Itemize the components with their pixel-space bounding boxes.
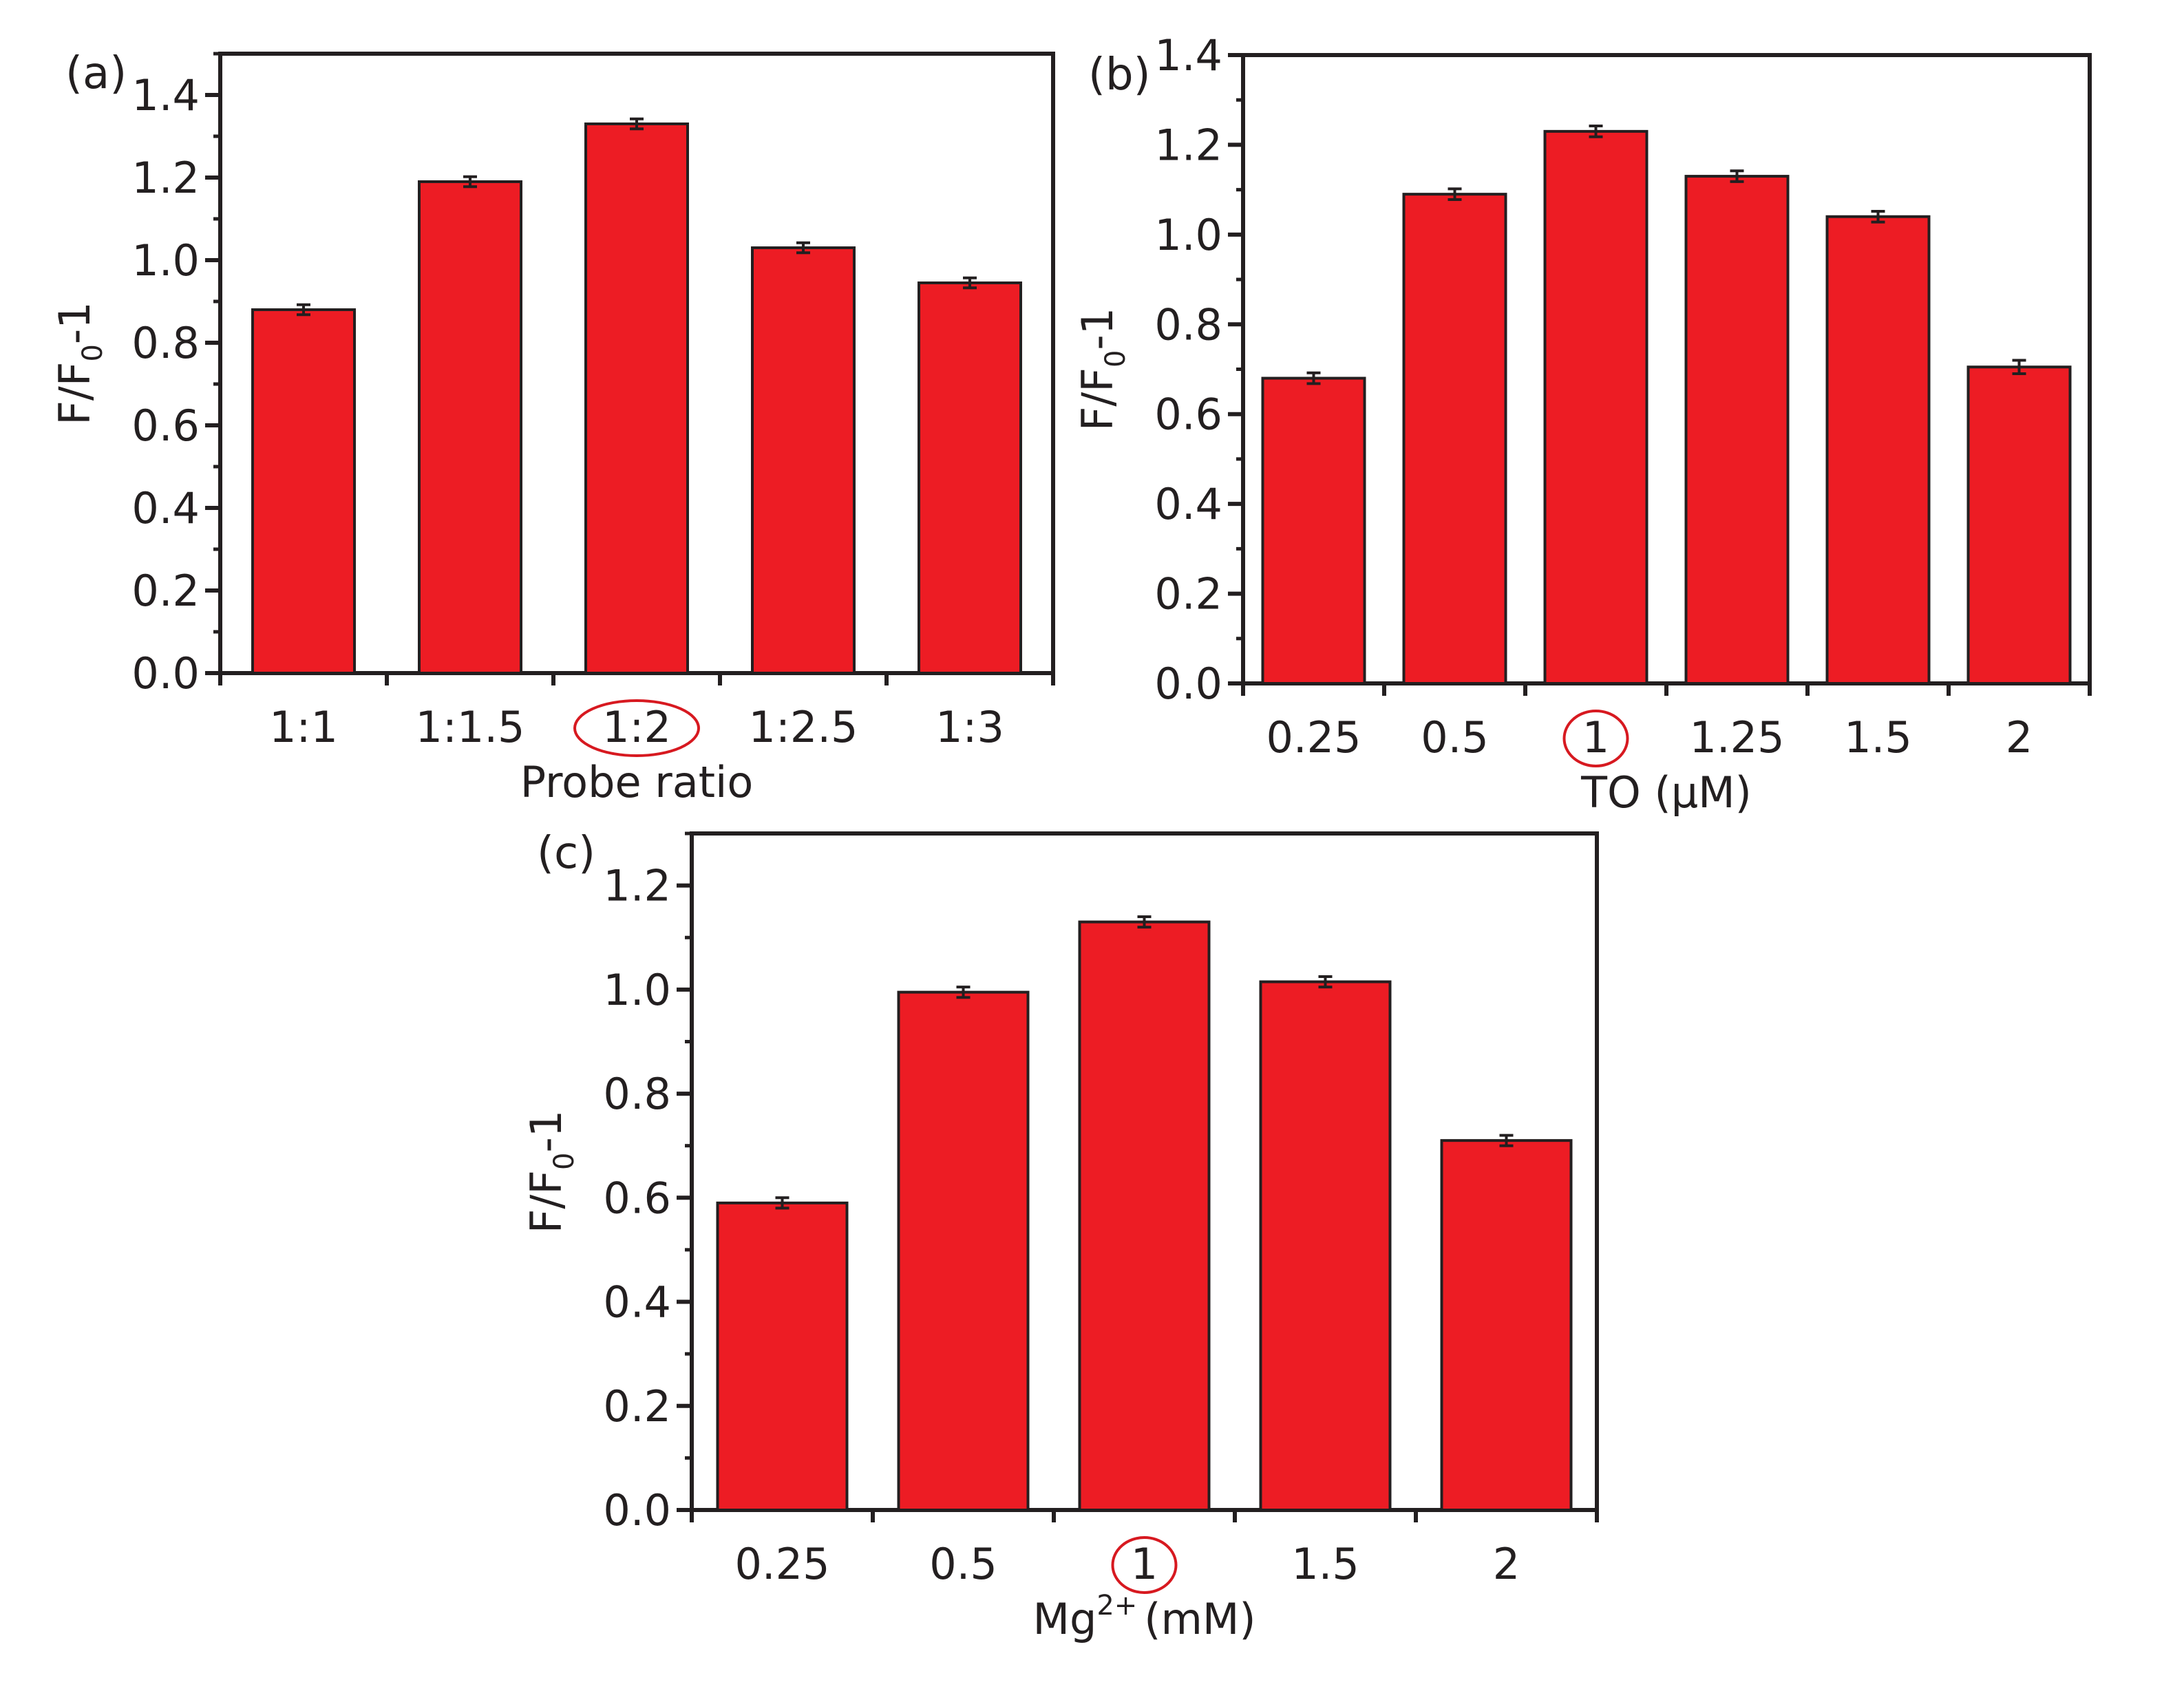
chart-panel-a: 0.0 0.2 0.4 0.6 0.8 1.0 1.2 1.4 1:1 1:1.5 1:2 1:2.5…: [50, 48, 1055, 807]
bar-c-0: [716, 1201, 849, 1512]
y-tick-label: 1.2: [131, 153, 200, 203]
highlight-circle: [1562, 710, 1629, 767]
x-axis-title-sup: 2+: [1096, 1590, 1137, 1621]
y-tick-label: 1.4: [1154, 30, 1222, 81]
y-tick-label: 0.2: [1154, 569, 1222, 619]
x-tick-label: 0.25: [1266, 712, 1361, 763]
bar-c-4: [1440, 1139, 1573, 1511]
bar-b-2: [1543, 129, 1648, 685]
x-axis-title: Mg2+ (mM): [1032, 1590, 1255, 1644]
y-tick-label: 0.8: [1154, 299, 1222, 350]
x-tick-label: 1: [1131, 1539, 1158, 1589]
y-tick-label: 0.8: [131, 318, 200, 368]
x-axis-title: TO (μM): [1580, 767, 1752, 818]
y-axis-title-main: F/F: [50, 362, 100, 425]
y-axis-title: F/F0-1: [521, 1110, 580, 1234]
y-axis-title-tail: -1: [1072, 308, 1123, 350]
x-tick-label: 2: [1493, 1539, 1520, 1589]
bar-b-0: [1261, 376, 1366, 685]
bar-c-2: [1078, 920, 1211, 1511]
y-axis-title-sub: 0: [549, 1153, 580, 1170]
y-axis-title-main: F/F: [521, 1170, 571, 1233]
y-tick-label: 0.2: [131, 566, 200, 616]
y-axis-title-sub: 0: [77, 344, 109, 361]
x-tick-label: 1.5: [1291, 1539, 1359, 1589]
y-tick-label: 0.4: [1154, 479, 1222, 529]
y-tick-label: 0.0: [1154, 659, 1222, 709]
bar-b-5: [1966, 365, 2072, 685]
x-axis-title-tail: (mM): [1144, 1594, 1255, 1644]
y-axis-title-tail: -1: [50, 301, 100, 344]
bar-a-3: [751, 246, 856, 674]
chart-panel-c: 0.0 0.2 0.4 0.6 0.8 1.0 1.2 0.25 0.5 1 1.5 2 (c) F/F0…: [521, 828, 1599, 1644]
bar-c-3: [1259, 980, 1392, 1512]
x-tick-label: 2: [2006, 712, 2033, 763]
x-tick-label: 1:1: [269, 702, 338, 752]
bar-a-2: [584, 123, 689, 674]
y-tick-label: 1.0: [131, 235, 200, 286]
y-tick-label: 0.0: [603, 1485, 671, 1535]
y-tick-label: 0.2: [603, 1381, 671, 1432]
y-axis-title-main: F/F: [1072, 368, 1123, 431]
y-tick-label: 1.4: [131, 70, 200, 120]
y-tick-label: 0.6: [603, 1173, 671, 1223]
y-axis-title-tail: -1: [521, 1110, 571, 1153]
panel-label: (b): [1088, 50, 1151, 100]
x-axis-title-main: TO (μM): [1580, 767, 1752, 818]
y-tick-label: 1.2: [1154, 120, 1222, 170]
bar-b-4: [1825, 215, 1931, 685]
x-axis-title-main: Mg: [1032, 1594, 1096, 1644]
x-tick-label: 0.5: [1421, 712, 1489, 763]
panel-label: (a): [65, 48, 127, 99]
x-tick-label: 1:2: [602, 702, 671, 752]
y-tick-label: 0.8: [603, 1069, 671, 1119]
y-axis-title-sub: 0: [1100, 350, 1132, 368]
y-tick-label: 0.6: [1154, 390, 1222, 440]
x-tick-label: 0.25: [734, 1539, 829, 1589]
x-axis-title: Probe ratio: [520, 757, 754, 807]
y-tick-label: 1.0: [603, 965, 671, 1015]
x-tick-label: 1.5: [1844, 712, 1912, 763]
y-tick-label: 0.6: [131, 401, 200, 451]
x-axis-title-main: Probe ratio: [520, 757, 754, 807]
chart-panel-b: 0.0 0.2 0.4 0.6 0.8 1.0 1.2 1.4 0.25 0.5 1 1.25 1.5 2…: [1072, 30, 2092, 818]
x-tick-label: 1:2.5: [749, 702, 858, 752]
bar-a-0: [251, 308, 356, 674]
y-tick-label: 0.0: [131, 648, 200, 699]
highlight-circle: [573, 699, 700, 757]
bar-c-1: [897, 990, 1030, 1511]
y-tick-label: 1.0: [1154, 210, 1222, 260]
x-tick-label: 1: [1582, 712, 1609, 763]
bar-b-1: [1402, 193, 1507, 685]
bar-b-3: [1684, 175, 1790, 685]
y-axis-title: F/F0-1: [50, 301, 109, 425]
x-tick-label: 1:1.5: [416, 702, 525, 752]
x-tick-label: 0.5: [929, 1539, 997, 1589]
y-tick-label: 0.4: [131, 483, 200, 533]
y-axis-title: F/F0-1: [1072, 308, 1132, 432]
plot-frame: [1241, 53, 2092, 685]
x-tick-label: 1.25: [1689, 712, 1784, 763]
bar-a-4: [918, 281, 1022, 674]
y-tick-label: 0.4: [603, 1277, 671, 1328]
y-tick-label: 1.2: [603, 861, 671, 911]
x-tick-label: 1:3: [935, 702, 1004, 752]
panel-label: (c): [537, 828, 595, 879]
highlight-circle: [1111, 1536, 1178, 1594]
bar-a-1: [418, 180, 522, 674]
